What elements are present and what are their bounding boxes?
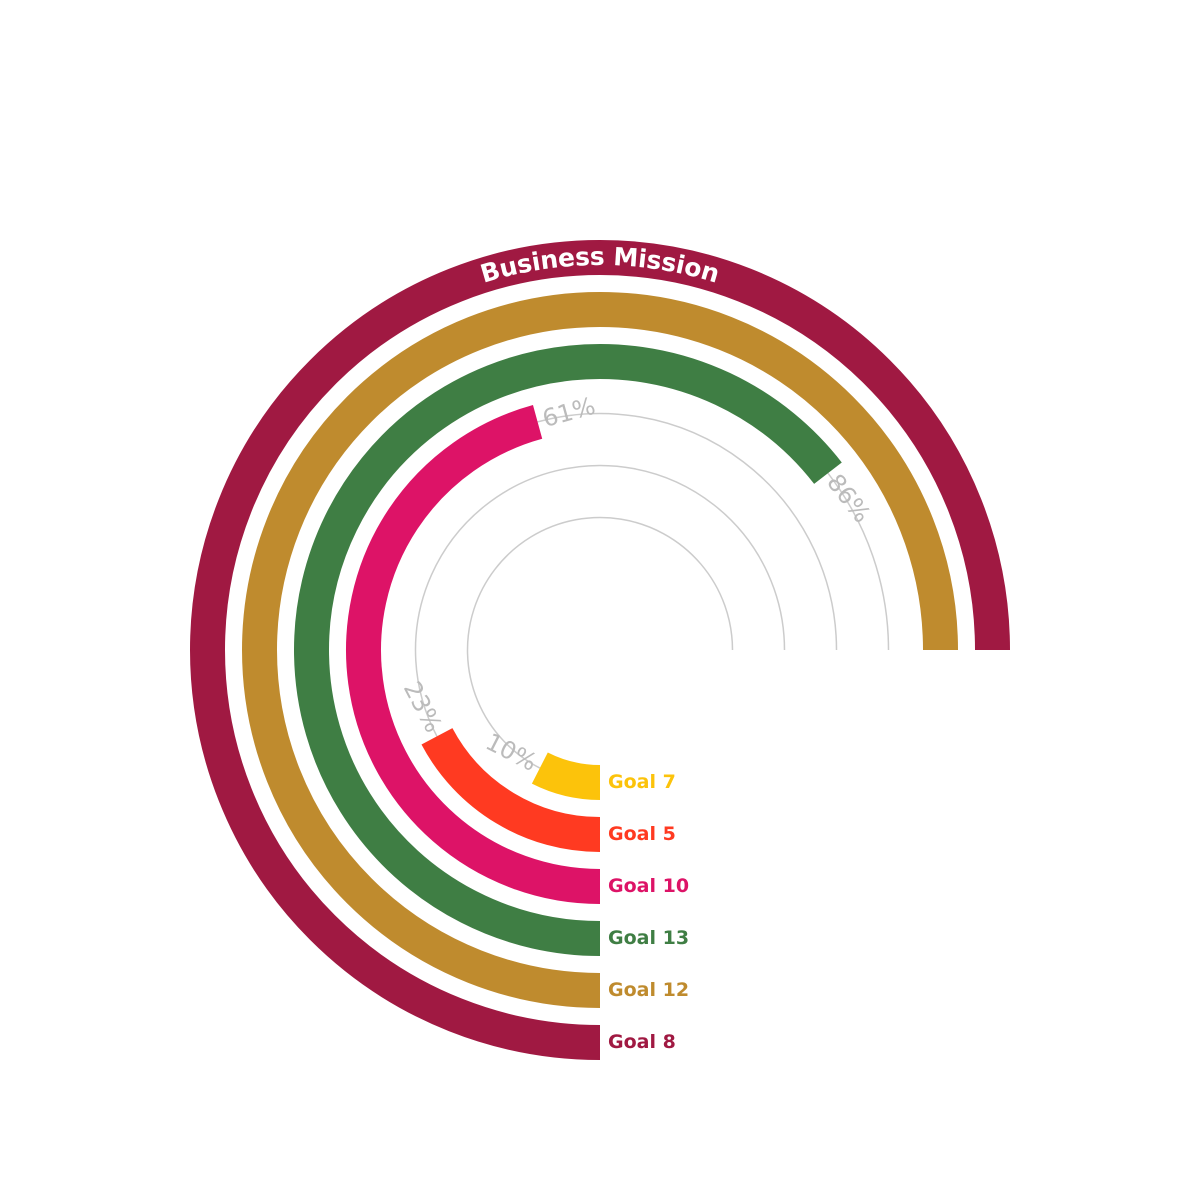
category-label: Goal 7 <box>608 771 676 793</box>
bar <box>294 344 842 956</box>
category-label: Goal 12 <box>608 979 689 1001</box>
value-label: 100% <box>979 656 1007 725</box>
bar <box>531 752 601 800</box>
track <box>827 472 890 651</box>
value-label: 100% <box>927 656 955 725</box>
track <box>466 516 734 769</box>
category-label: Goal 8 <box>608 1031 676 1053</box>
bar <box>421 727 601 852</box>
value-label: 86% <box>821 469 876 528</box>
bar <box>190 240 1010 1060</box>
bar <box>242 292 958 1008</box>
bars: 100% Goal 8 100% Goal 12 86% Goal 13 61% Goal 1… <box>190 240 1010 1060</box>
track <box>414 464 786 737</box>
category-label: Goal 10 <box>608 875 689 897</box>
value-label: 61% <box>539 392 598 433</box>
bar <box>346 405 601 904</box>
value-label: 10% <box>481 728 541 777</box>
track <box>537 412 838 651</box>
value-label: 23% <box>398 677 448 737</box>
category-label: Goal 5 <box>608 823 676 845</box>
category-label: Goal 13 <box>608 927 689 949</box>
